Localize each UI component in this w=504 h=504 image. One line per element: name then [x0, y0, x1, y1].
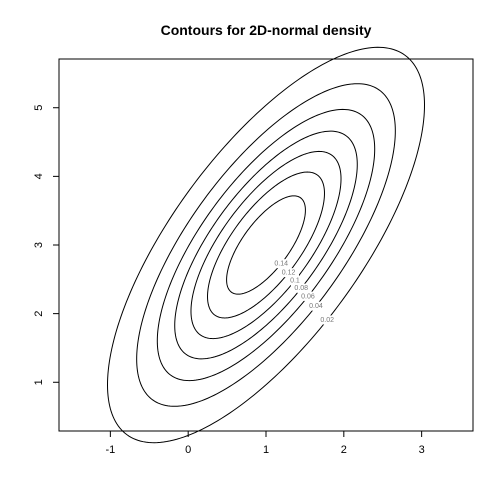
contour-label-background: [278, 268, 299, 278]
contour-label-background: [305, 301, 327, 311]
contour-line: [156, 108, 376, 382]
x-tick-label: 1: [263, 444, 269, 456]
contour-line: [106, 46, 426, 444]
contour-label-background: [270, 259, 292, 269]
y-tick-label: 1: [33, 379, 45, 385]
contour-line: [207, 171, 325, 319]
contour-label-background: [297, 291, 319, 301]
contour-level-label: 0.12: [282, 270, 296, 277]
contour-level-labels: 0.02 0.04 0.060.080.10.12 0.14: [270, 259, 338, 325]
plot-frame: [58, 58, 474, 432]
y-tick-label: 4: [33, 173, 45, 179]
x-tick-label: 2: [341, 444, 347, 456]
contour-label-background: [290, 283, 312, 293]
contour-level-label: 0.14: [274, 260, 288, 267]
y-tick-label: 2: [33, 311, 45, 317]
chart-title: Contours for 2D-normal density: [161, 22, 372, 38]
y-axis: 1 2 3 4 5: [33, 105, 60, 385]
x-tick-label: -1: [105, 444, 115, 456]
contour-level-label: 0.06: [301, 293, 315, 300]
y-tick-label: 5: [33, 105, 45, 111]
contour-lines: [106, 46, 426, 444]
x-tick-label: 0: [185, 444, 191, 456]
x-axis: -1 0 1 2 3: [105, 430, 425, 456]
contour-line: [174, 130, 358, 360]
contour-label-background: [286, 275, 304, 285]
y-tick-label: 3: [33, 242, 45, 248]
contour-level-label: 0.08: [294, 285, 308, 292]
contour-line: [136, 83, 396, 407]
contour-level-label: 0.04: [309, 303, 323, 310]
x-tick-label: 3: [419, 444, 425, 456]
contour-level-label: 0.1: [290, 277, 300, 284]
contour-label-background: [316, 315, 338, 325]
contour-level-label: 0.02: [320, 317, 334, 324]
contour-line: [190, 150, 342, 340]
contour-line: [226, 195, 306, 295]
